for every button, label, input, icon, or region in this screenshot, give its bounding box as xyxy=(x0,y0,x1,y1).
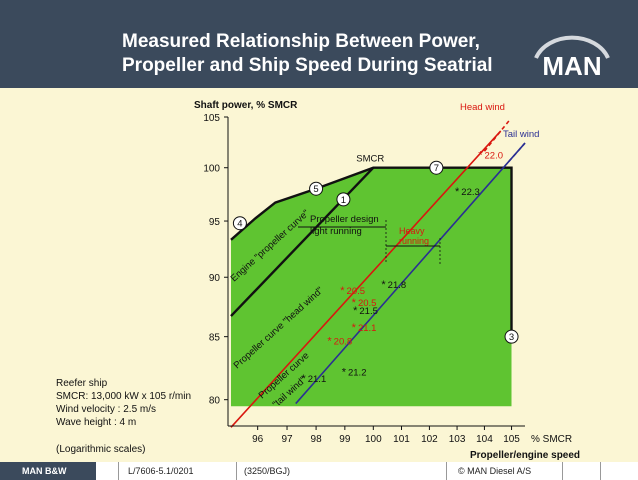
x-tick-label: 104 xyxy=(476,434,493,445)
data-point-star: * xyxy=(301,373,306,385)
x-tick-label: 96 xyxy=(252,434,264,445)
heavy-running-label: running xyxy=(399,236,429,246)
data-point-star: * xyxy=(352,297,357,309)
footer-doc: L/7606-5.1/0201 xyxy=(128,466,194,476)
x-tick-label: 103 xyxy=(449,434,466,445)
data-point-star: * xyxy=(353,305,358,317)
data-point-star: * xyxy=(352,322,357,334)
series-line-0 xyxy=(230,130,502,428)
data-point-star: * xyxy=(340,285,345,297)
data-point-star: * xyxy=(327,335,332,347)
data-point-label: 21.5 xyxy=(359,306,378,317)
data-point-label: 20.5 xyxy=(358,298,377,309)
footer-divider xyxy=(118,462,119,480)
marker-circle xyxy=(232,216,247,231)
point-labels: * 22.0* 22.3* 21.8* 20.5* 20.5* 21.5* 21.1* 20.8… xyxy=(301,149,503,385)
propeller-design-label: light running xyxy=(310,226,362,237)
x-tick-label: 100 xyxy=(365,434,382,445)
marker-label: 3 xyxy=(509,332,514,343)
y-tick-label: 80 xyxy=(209,396,221,407)
data-point-star: * xyxy=(478,149,483,161)
logo-text: MAN xyxy=(542,51,601,81)
y-tick-label: 85 xyxy=(209,333,221,344)
data-point-label: 20.8 xyxy=(334,336,353,347)
marker-label: 1 xyxy=(341,195,346,206)
data-point-label: 20.5 xyxy=(347,286,366,297)
power-speed-chart: 80 85 90 95 100 105 96 97 98 99 100 101 102 103 104 105… xyxy=(194,100,580,461)
title-line-1: Measured Relationship Between Power, xyxy=(122,31,480,52)
title-line-2: Propeller and Ship Speed During Seatrial xyxy=(122,55,493,76)
x-tick-label: 98 xyxy=(311,434,323,445)
marker-label: 5 xyxy=(313,184,318,195)
smcr-label: SMCR xyxy=(356,154,384,165)
x-axis-title: Propeller/engine speed xyxy=(470,450,580,461)
data-point-star: * xyxy=(455,186,460,198)
note-wave: Wave height : 4 m xyxy=(56,417,137,428)
y-tick-label: 90 xyxy=(209,273,221,284)
note-smcr: SMCR: 13,000 kW x 105 r/min xyxy=(56,391,192,402)
x-axis-unit: % SMCR xyxy=(531,434,572,445)
heavy-running-label: Heavy xyxy=(399,226,425,236)
data-point-star: * xyxy=(381,279,386,291)
man-logo: MAN xyxy=(534,35,610,81)
propeller-design-label: Propeller design xyxy=(310,214,379,225)
data-point-label: 22.3 xyxy=(461,187,480,198)
series-line-1 xyxy=(295,142,526,405)
marker-circle xyxy=(504,329,519,344)
header-bar: Measured Relationship Between Power, Pro… xyxy=(0,0,638,88)
footer-divider xyxy=(562,462,563,480)
note-wind: Wind velocity : 2.5 m/s xyxy=(56,404,157,415)
marker-label: 7 xyxy=(434,163,439,174)
series-name: Head wind xyxy=(460,102,505,113)
note-scales: (Logarithmic scales) xyxy=(56,444,146,455)
marker-circle xyxy=(309,181,324,196)
footer-divider xyxy=(236,462,237,480)
footer-copyright: © MAN Diesel A/S xyxy=(458,466,532,476)
x-tick-label: 99 xyxy=(339,434,351,445)
x-tick-label: 105 xyxy=(503,434,520,445)
marker-label: 4 xyxy=(237,219,242,230)
marker-circle xyxy=(336,192,351,207)
note-ship: Reefer ship xyxy=(56,378,108,389)
footer-brand: MAN B&W xyxy=(0,462,96,480)
data-point-label: 21.1 xyxy=(358,323,377,334)
axes: 80 85 90 95 100 105 96 97 98 99 100 101 102 103 104 105… xyxy=(194,100,580,461)
x-tick-label: 102 xyxy=(421,434,438,445)
footer-divider xyxy=(446,462,447,480)
page-title: Measured Relationship Between Power, Pro… xyxy=(122,30,522,78)
numbered-markers: 1 3 4 5 7 xyxy=(232,160,519,344)
x-tick-label: 101 xyxy=(393,434,410,445)
y-axis-title: Shaft power, % SMCR xyxy=(194,100,298,111)
data-point-star: * xyxy=(342,366,347,378)
data-point-label: 21.8 xyxy=(388,280,407,291)
footer-bar: MAN B&W L/7606-5.1/0201 (3250/BGJ) © MAN… xyxy=(0,462,638,480)
series-line-2 xyxy=(230,166,375,317)
data-point-label: 22.0 xyxy=(485,150,504,161)
footer-ref: (3250/BGJ) xyxy=(244,466,291,476)
y-tick-label: 100 xyxy=(203,164,220,175)
data-point-label: 21.1 xyxy=(308,374,327,385)
y-tick-label: 95 xyxy=(209,217,221,228)
x-tick-label: 97 xyxy=(281,434,293,445)
marker-circle xyxy=(429,160,444,175)
footer-divider xyxy=(600,462,601,480)
data-point-label: 21.2 xyxy=(348,367,367,378)
series-name: Tail wind xyxy=(503,129,539,140)
y-tick-label: 105 xyxy=(203,113,220,124)
